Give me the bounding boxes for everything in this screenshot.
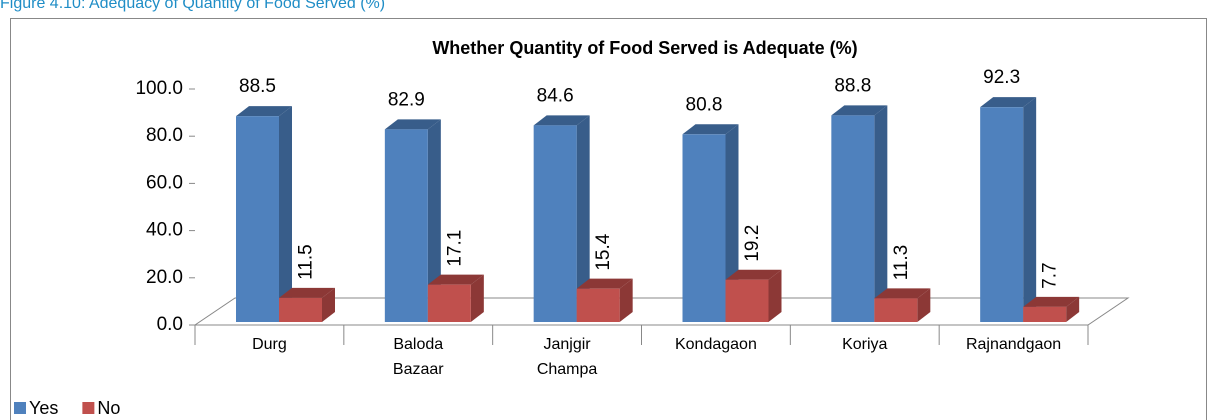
chart-title: Whether Quantity of Food Served is Adequ… [432,38,857,58]
value-label: 17.1 [444,230,465,267]
x-tick-label: Kondagaon [675,336,757,353]
bar-top [682,124,739,135]
bar [874,298,918,322]
bar-side [576,115,590,323]
y-tick-label: 100.0 [135,78,183,99]
y-tick-label: 40.0 [146,220,183,241]
bar-side [768,269,782,322]
y-tick-label: 20.0 [146,267,183,288]
x-tick-label: Durg [252,336,287,353]
bar-top [874,288,931,299]
bar-side [619,278,633,322]
bar [236,116,279,322]
y-tick-label: 80.0 [146,125,183,146]
bar [427,284,471,322]
bar [725,279,769,322]
y-tick-label: 60.0 [146,172,183,193]
bar [831,115,875,322]
bar-side [1023,97,1037,322]
legend-swatch [82,402,95,414]
value-label: 11.5 [296,244,317,280]
bar [576,288,620,322]
bar-side [427,119,441,322]
y-tick-label: 0.0 [157,314,183,335]
bar-top [236,106,292,117]
x-tick-label: Rajnandgaon [966,336,1061,353]
bar-top [576,278,633,289]
bar-top [533,115,590,126]
bar [682,134,726,322]
legend-label: No [97,398,120,418]
bar [980,107,1024,322]
bar [533,125,577,323]
x-tick-label-line: Rajnandgaon [966,336,1061,353]
value-label: 19.2 [742,225,763,262]
x-tick-label: Janjgir Champa [537,336,598,378]
value-label: 80.8 [686,94,723,115]
x-tick-label: Baloda Bazaar [393,336,444,378]
bar-top [279,287,335,298]
legend-swatch [14,402,26,414]
legend-label: Yes [29,398,58,418]
bar-side [917,288,931,322]
bar-side [279,106,292,322]
x-tick-label-line: Baloda [393,336,443,353]
value-label: 88.5 [239,76,276,97]
value-label: 7.7 [1040,262,1061,288]
bar-top [980,97,1037,108]
x-tick-label-line: Janjgir [544,336,592,353]
value-label: 88.8 [834,75,871,96]
value-label: 15.4 [593,233,614,270]
bar-side [470,274,484,322]
bar-top [427,274,484,285]
chart-border [10,18,1207,420]
bar-side [322,287,335,322]
bar-top [831,105,888,116]
bar-side [874,105,888,322]
bar [1023,306,1067,322]
value-label: 11.3 [891,245,912,281]
bar-side [1066,296,1080,322]
bar [279,297,322,322]
value-label: 82.9 [388,89,425,110]
value-label: 92.3 [983,67,1020,88]
bar [384,129,428,322]
x-tick-label: Koriya [842,336,887,353]
value-label: 84.6 [537,85,574,106]
x-tick-label-line: Koriya [842,336,887,353]
figure-caption: Figure 4.10: Adequacy of Quantity of Foo… [0,0,385,12]
x-tick-label-line: Kondagaon [675,336,757,353]
x-tick-label-line: Champa [537,361,598,378]
bar-top [1023,296,1080,307]
bar-top [384,119,441,130]
x-tick-label-line: Durg [252,336,287,353]
bar-top [725,269,782,280]
x-tick-label-line: Bazaar [393,361,444,378]
